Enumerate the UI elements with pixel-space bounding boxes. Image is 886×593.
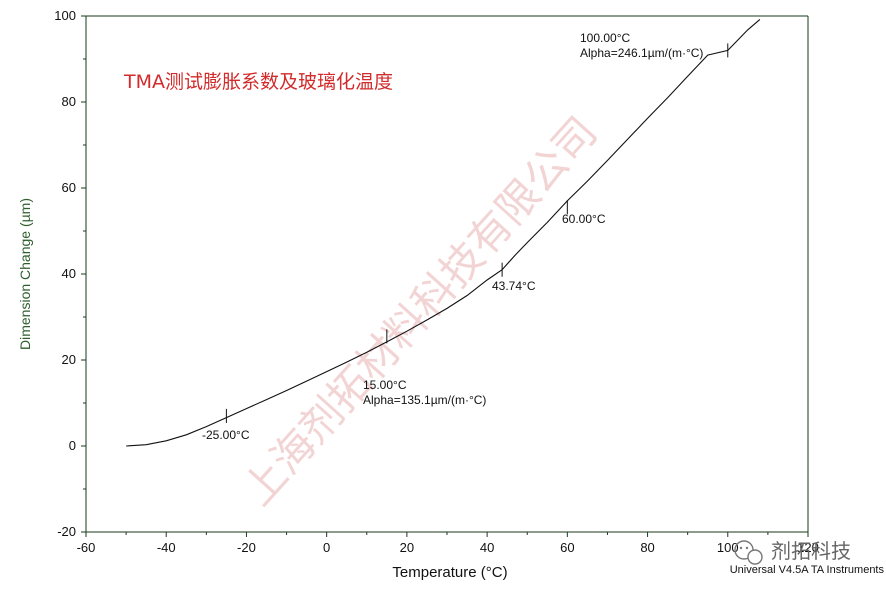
x-tick-label: -40: [157, 540, 176, 555]
annotation-15c-alpha: Alpha=135.1µm/(m·°C): [363, 393, 486, 407]
marker-label-minus25: -25.00°C: [202, 428, 250, 442]
y-tick-label: 0: [69, 438, 76, 453]
x-tick-label: -20: [237, 540, 256, 555]
x-tick-label: 0: [323, 540, 330, 555]
y-tick-label: -20: [57, 524, 76, 539]
x-axis-label: Temperature (°C): [392, 564, 507, 581]
chart-title: TMA测试膨胀系数及玻璃化温度: [123, 71, 393, 93]
y-tick-label: 60: [62, 180, 76, 195]
x-tick-label: 20: [400, 540, 414, 555]
y-axis-label: Dimension Change (µm): [17, 198, 33, 350]
x-tick-label: 60: [560, 540, 574, 555]
y-tick-label: 100: [54, 8, 76, 23]
marker-group: [225, 43, 729, 423]
x-ticks: -60 -40 -20 0 20 40 60 80 100 120: [77, 532, 819, 555]
marker-label-60: 60.00°C: [562, 212, 606, 226]
marker-label-43-74: 43.74°C: [492, 279, 536, 293]
y-ticks: -20 0 20 40 60 80 100: [54, 8, 86, 539]
annotation-100c-temp: 100.00°C: [580, 31, 631, 45]
footer-text: Universal V4.5A TA Instruments: [730, 564, 885, 576]
annotation-15c-temp: 15.00°C: [363, 378, 407, 392]
series-line: [126, 18, 761, 447]
wechat-icon: [734, 540, 763, 565]
x-tick-label: 100: [717, 540, 739, 555]
brand-text: 剂拓科技: [771, 539, 851, 563]
x-tick-label: 120: [797, 540, 819, 555]
watermark-text: 上海剂拓材料科技有限公司: [233, 107, 607, 514]
y-tick-label: 80: [62, 94, 76, 109]
y-tick-label: 40: [62, 266, 76, 281]
x-tick-label: 80: [640, 540, 654, 555]
y-tick-label: 20: [62, 352, 76, 367]
annotation-100c-alpha: Alpha=246.1µm/(m·°C): [580, 46, 703, 60]
x-tick-label: -60: [77, 540, 96, 555]
x-tick-label: 40: [480, 540, 494, 555]
